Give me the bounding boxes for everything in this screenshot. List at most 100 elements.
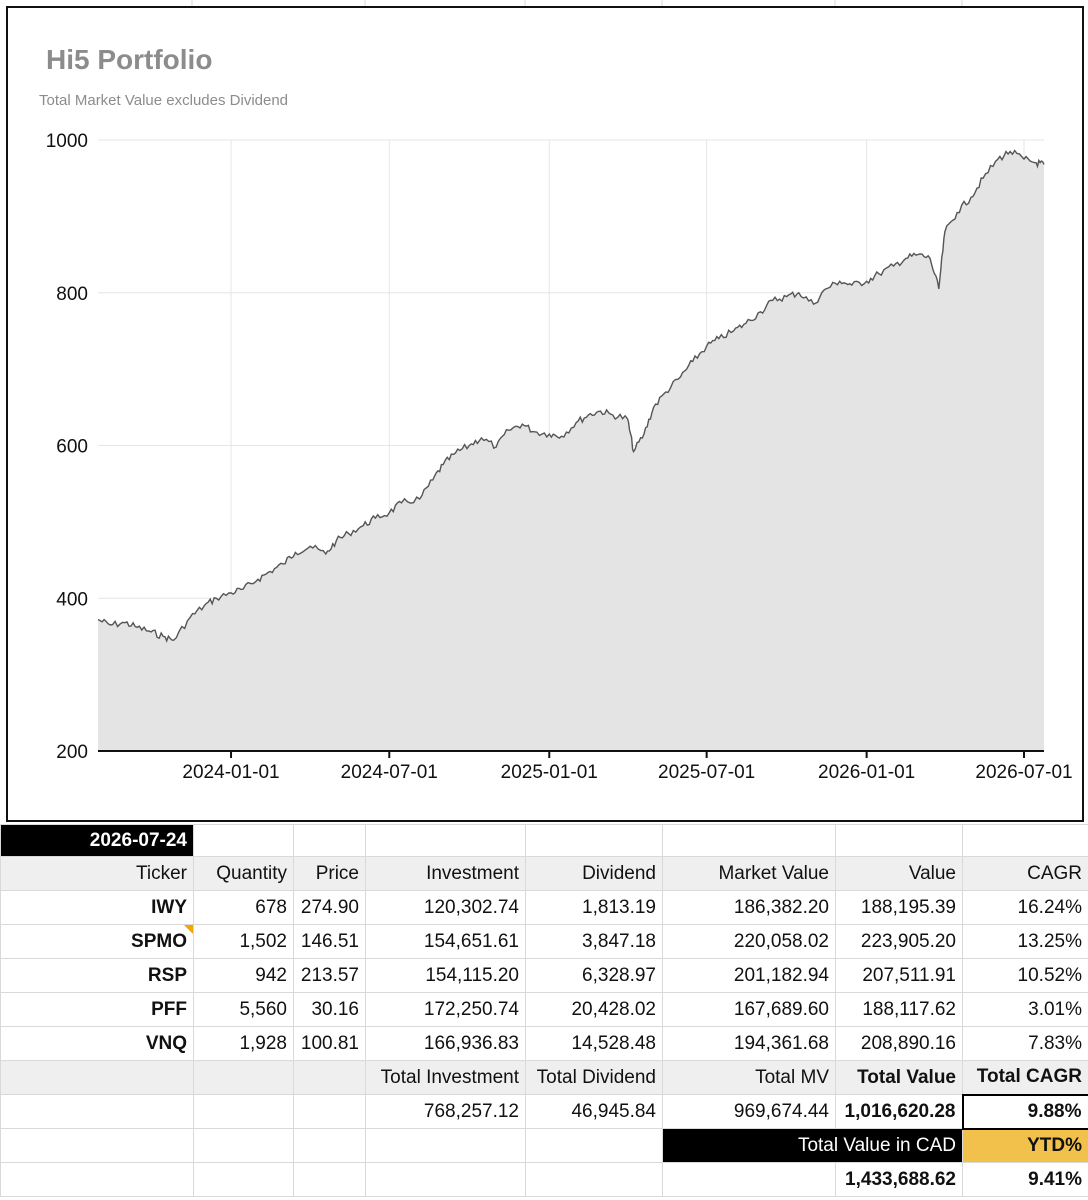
empty-cell[interactable] — [293, 1128, 366, 1163]
empty-cell[interactable] — [193, 1060, 294, 1095]
ticker-cell[interactable]: SPMO — [0, 924, 194, 959]
market-value-cell[interactable]: 220,058.02 — [662, 924, 836, 959]
cagr-cell[interactable]: 3.01% — [962, 992, 1088, 1027]
investment-cell[interactable]: 166,936.83 — [365, 1026, 526, 1061]
investment-cell[interactable]: 154,651.61 — [365, 924, 526, 959]
empty-cell[interactable] — [365, 1128, 526, 1163]
value-cell[interactable]: 208,890.16 — [835, 1026, 963, 1061]
empty-cell[interactable] — [193, 1094, 294, 1129]
empty-cell[interactable] — [293, 1060, 366, 1095]
price-cell[interactable]: 30.16 — [293, 992, 366, 1027]
total-mv-value[interactable]: 969,674.44 — [662, 1094, 836, 1129]
y-tick-label: 600 — [56, 437, 88, 458]
y-tick-label: 200 — [56, 742, 88, 763]
ticker-cell[interactable]: IWY — [0, 890, 194, 925]
total-dividend-label[interactable]: Total Dividend — [525, 1060, 663, 1095]
ytd-label[interactable]: YTD% — [962, 1128, 1088, 1163]
empty-cell[interactable] — [0, 1094, 194, 1129]
market-value-cell[interactable]: 201,182.94 — [662, 958, 836, 993]
series-area — [98, 150, 1044, 752]
ticker-cell[interactable]: VNQ — [0, 1026, 194, 1061]
price-cell[interactable]: 146.51 — [293, 924, 366, 959]
empty-cell[interactable] — [835, 824, 963, 857]
header-ticker[interactable]: Ticker — [0, 856, 194, 891]
empty-cell[interactable] — [0, 1162, 194, 1197]
quantity-cell[interactable]: 1,502 — [193, 924, 294, 959]
cagr-cell[interactable]: 13.25% — [962, 924, 1088, 959]
value-cell[interactable]: 223,905.20 — [835, 924, 963, 959]
investment-cell[interactable]: 154,115.20 — [365, 958, 526, 993]
header-quantity[interactable]: Quantity — [193, 856, 294, 891]
comment-flag-icon[interactable] — [184, 925, 193, 934]
x-tick-label: 2024-01-01 — [182, 762, 279, 783]
empty-cell[interactable] — [193, 1128, 294, 1163]
as-of-date-cell[interactable]: 2026-07-24 — [0, 824, 194, 857]
header-dividend[interactable]: Dividend — [525, 856, 663, 891]
dividend-cell[interactable]: 1,813.19 — [525, 890, 663, 925]
investment-cell[interactable]: 172,250.74 — [365, 992, 526, 1027]
ytd-value[interactable]: 9.41% — [962, 1162, 1088, 1197]
table-row-spmo: SPMO 1,502 146.51 154,651.61 3,847.18 22… — [0, 924, 1088, 959]
market-value-cell[interactable]: 186,382.20 — [662, 890, 836, 925]
x-tick-label: 2024-07-01 — [341, 762, 438, 783]
empty-cell[interactable] — [962, 824, 1088, 857]
total-value-cad[interactable]: 1,433,688.62 — [835, 1162, 963, 1197]
total-cagr-label[interactable]: Total CAGR — [962, 1060, 1088, 1095]
value-cell[interactable]: 188,117.62 — [835, 992, 963, 1027]
empty-cell[interactable] — [365, 824, 526, 857]
ticker-label: SPMO — [131, 930, 187, 952]
total-mv-label[interactable]: Total MV — [662, 1060, 836, 1095]
cagr-cell[interactable]: 7.83% — [962, 1026, 1088, 1061]
y-tick-label: 1000 — [46, 131, 88, 152]
ticker-cell[interactable]: RSP — [0, 958, 194, 993]
header-market-value[interactable]: Market Value — [662, 856, 836, 891]
quantity-cell[interactable]: 5,560 — [193, 992, 294, 1027]
dividend-cell[interactable]: 20,428.02 — [525, 992, 663, 1027]
empty-cell[interactable] — [365, 1162, 526, 1197]
total-value-cad-label[interactable]: Total Value in CAD — [662, 1128, 963, 1163]
table-row-pff: PFF 5,560 30.16 172,250.74 20,428.02 167… — [0, 992, 1088, 1027]
x-axis-ticks: 2024-01-01 2024-07-01 2025-01-01 2025-07-01… — [182, 751, 1073, 783]
empty-cell[interactable] — [525, 1162, 663, 1197]
total-dividend-value[interactable]: 46,945.84 — [525, 1094, 663, 1129]
market-value-cell[interactable]: 167,689.60 — [662, 992, 836, 1027]
investment-cell[interactable]: 120,302.74 — [365, 890, 526, 925]
dividend-cell[interactable]: 6,328.97 — [525, 958, 663, 993]
header-investment[interactable]: Investment — [365, 856, 526, 891]
header-price[interactable]: Price — [293, 856, 366, 891]
x-tick-label: 2026-07-01 — [975, 762, 1072, 783]
cagr-cell[interactable]: 10.52% — [962, 958, 1088, 993]
cagr-cell[interactable]: 16.24% — [962, 890, 1088, 925]
empty-cell[interactable] — [293, 1162, 366, 1197]
empty-cell[interactable] — [525, 824, 663, 857]
empty-cell[interactable] — [662, 1162, 836, 1197]
total-value-label[interactable]: Total Value — [835, 1060, 963, 1095]
dividend-cell[interactable]: 3,847.18 — [525, 924, 663, 959]
empty-cell[interactable] — [293, 824, 366, 857]
total-value-value[interactable]: 1,016,620.28 — [835, 1094, 963, 1129]
value-cell[interactable]: 188,195.39 — [835, 890, 963, 925]
price-cell[interactable]: 213.57 — [293, 958, 366, 993]
total-investment-value[interactable]: 768,257.12 — [365, 1094, 526, 1129]
total-investment-label[interactable]: Total Investment — [365, 1060, 526, 1095]
empty-cell[interactable] — [293, 1094, 366, 1129]
empty-cell[interactable] — [193, 824, 294, 857]
ticker-cell[interactable]: PFF — [0, 992, 194, 1027]
quantity-cell[interactable]: 1,928 — [193, 1026, 294, 1061]
empty-cell[interactable] — [662, 824, 836, 857]
price-cell[interactable]: 100.81 — [293, 1026, 366, 1061]
x-tick-label: 2025-07-01 — [658, 762, 755, 783]
empty-cell[interactable] — [0, 1128, 194, 1163]
header-cagr[interactable]: CAGR — [962, 856, 1088, 891]
value-cell[interactable]: 207,511.91 — [835, 958, 963, 993]
price-cell[interactable]: 274.90 — [293, 890, 366, 925]
empty-cell[interactable] — [193, 1162, 294, 1197]
quantity-cell[interactable]: 942 — [193, 958, 294, 993]
empty-cell[interactable] — [525, 1128, 663, 1163]
header-value[interactable]: Value — [835, 856, 963, 891]
quantity-cell[interactable]: 678 — [193, 890, 294, 925]
dividend-cell[interactable]: 14,528.48 — [525, 1026, 663, 1061]
total-cagr-value[interactable]: 9.88% — [961, 1093, 1088, 1130]
empty-cell[interactable] — [0, 1060, 194, 1095]
market-value-cell[interactable]: 194,361.68 — [662, 1026, 836, 1061]
